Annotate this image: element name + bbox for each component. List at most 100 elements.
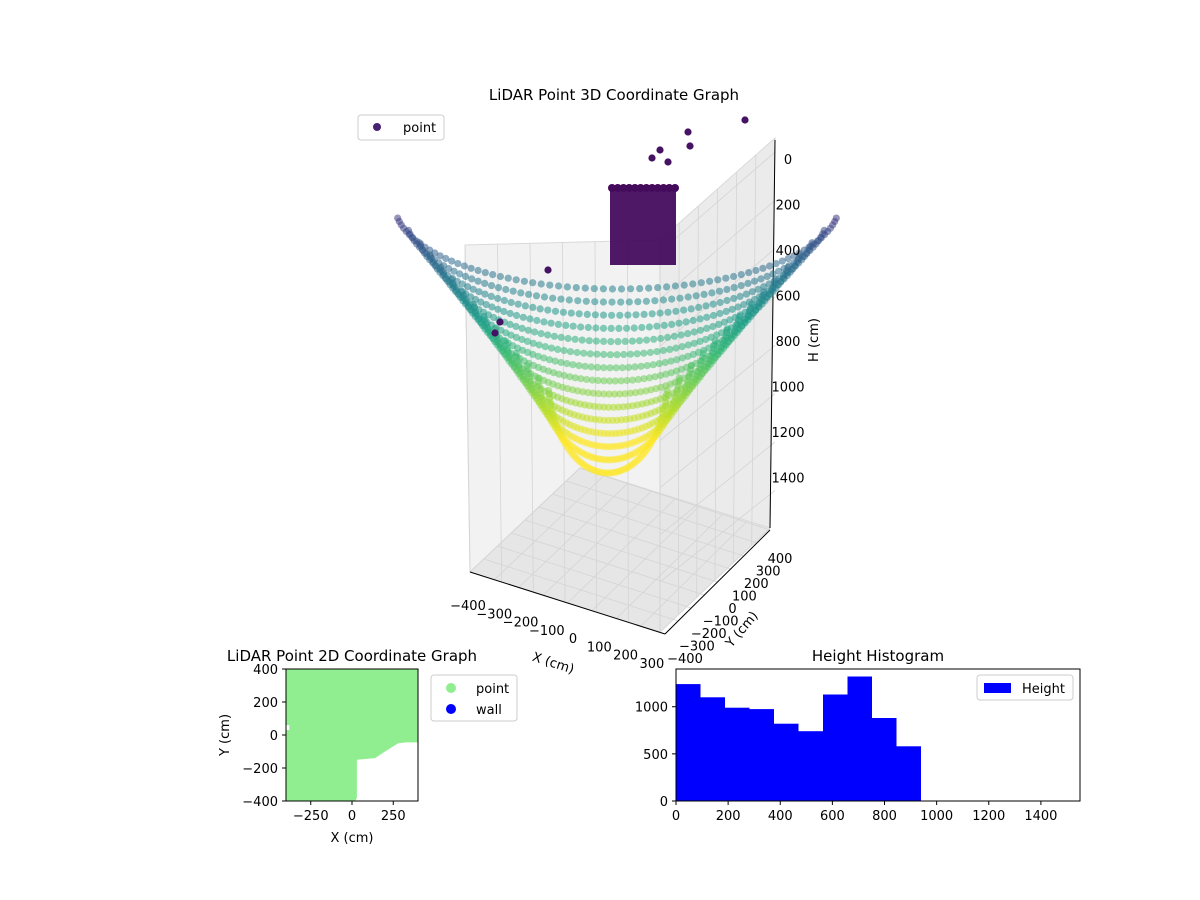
3d-point	[689, 280, 697, 288]
3d-point	[600, 337, 608, 345]
2d-legend-label-point: point	[476, 682, 509, 697]
3d-point	[610, 390, 619, 398]
3d-point	[500, 296, 508, 305]
3d-floor-gridline	[552, 493, 744, 557]
hist-y-tick-label: 0	[660, 795, 668, 810]
3d-x-axis-line	[469, 571, 666, 635]
3d-point	[525, 290, 533, 298]
3d-point	[540, 293, 549, 301]
hist-bar	[700, 697, 725, 801]
hist-x-tick-label: 400	[768, 809, 793, 824]
3d-point	[702, 335, 710, 344]
3d-point	[696, 337, 704, 345]
3d-point	[772, 260, 780, 268]
3d-point	[534, 352, 542, 360]
3d-point	[529, 303, 537, 311]
3d-point	[531, 328, 539, 336]
3d-point	[507, 298, 515, 307]
3d-point	[474, 277, 482, 285]
3d-point	[636, 285, 644, 293]
2d-legend-marker-point	[446, 683, 456, 693]
3d-point	[555, 282, 563, 290]
3d-point	[540, 354, 548, 362]
3d-point	[709, 300, 717, 308]
3d-point	[571, 335, 579, 343]
3d-point	[496, 318, 504, 326]
3d-point	[544, 266, 552, 274]
3d-point	[784, 254, 792, 263]
3d-point	[646, 374, 654, 382]
3d-point	[716, 309, 724, 318]
3d-point	[547, 344, 556, 352]
3d-point	[554, 345, 562, 353]
3d-point	[675, 374, 683, 382]
3d-point	[656, 309, 664, 317]
2d-x-axis-label: X (cm)	[331, 831, 374, 846]
3d-point	[763, 272, 771, 280]
3d-point	[606, 364, 614, 372]
3d-point	[702, 302, 710, 310]
3d-point	[666, 345, 674, 353]
3d-point	[606, 351, 615, 359]
3d-point	[680, 281, 688, 289]
3d-point	[554, 320, 563, 328]
2d-tick-labels: −250 0 250 400 200 0 −200 −400	[242, 663, 405, 824]
3d-point	[784, 263, 792, 271]
3d-point	[450, 267, 458, 275]
3d-point	[574, 297, 582, 305]
3d-point	[607, 324, 615, 332]
3d-point	[723, 296, 731, 305]
3d-point	[678, 354, 687, 362]
3d-wall-gridline	[696, 205, 699, 598]
3d-y-tick-label: −300	[679, 640, 715, 655]
3d-point	[646, 348, 655, 357]
3d-point	[808, 239, 816, 247]
3d-point	[696, 315, 704, 323]
3d-point	[672, 307, 680, 315]
3d-point	[520, 277, 529, 285]
3d-point	[560, 371, 568, 380]
3d-point	[595, 390, 603, 398]
3d-point	[564, 334, 572, 343]
3d-point	[540, 318, 548, 326]
3d-point	[594, 376, 602, 385]
3d-point	[583, 310, 591, 318]
3d-point	[651, 297, 659, 305]
3d-point	[494, 305, 502, 313]
3d-point-cluster	[610, 185, 676, 265]
3d-point	[580, 349, 588, 357]
3d-point	[512, 322, 520, 331]
3d-point	[748, 288, 757, 296]
3d-point	[695, 303, 703, 311]
3d-point	[569, 361, 577, 369]
3d-point	[664, 308, 672, 316]
3d-wall-gridline	[677, 222, 680, 615]
3d-point	[680, 306, 688, 314]
3d-floor-gridline	[566, 480, 757, 544]
3d-point	[678, 343, 686, 351]
3d-point	[699, 349, 708, 357]
hist-title: Height Histogram	[812, 647, 944, 665]
3d-point	[696, 326, 705, 334]
3d-legend: point	[357, 114, 445, 141]
3d-point	[509, 287, 517, 295]
3d-point	[687, 362, 695, 370]
3d-point	[577, 323, 585, 331]
3d-x-tick-label: 0	[569, 632, 577, 647]
2d-y-axis-label: Y (cm)	[218, 714, 233, 757]
hist-bar	[725, 707, 750, 801]
3d-point	[657, 334, 665, 343]
3d-point	[519, 313, 527, 321]
3d-wall-gridline	[751, 154, 757, 546]
3d-point	[672, 344, 680, 352]
3d-point	[686, 142, 694, 150]
3d-wall-gridline	[659, 200, 776, 300]
3d-floor-gridline	[640, 521, 747, 627]
2d-y-tick-label: −400	[242, 795, 278, 810]
3d-point	[608, 285, 617, 293]
3d-point	[442, 254, 450, 263]
3d-point	[629, 376, 637, 384]
hist-bar	[798, 731, 823, 801]
hist-x-tick-label: 1400	[1024, 809, 1057, 824]
